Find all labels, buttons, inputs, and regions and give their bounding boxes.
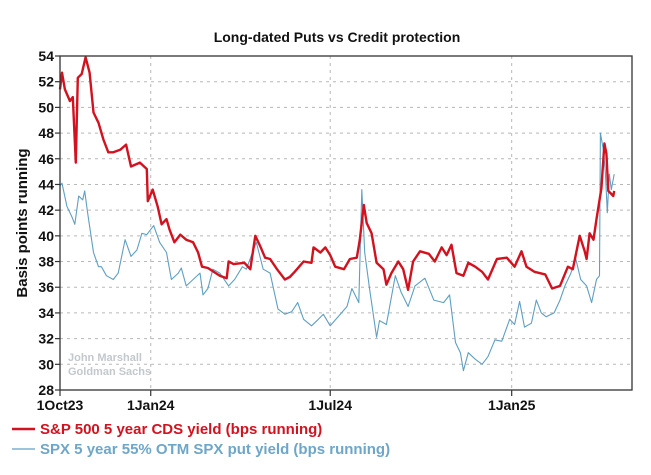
- y-tick-label: 38: [38, 254, 54, 270]
- gridlines: [60, 56, 632, 390]
- legend: S&P 500 5 year CDS yield (bps running) S…: [12, 421, 390, 458]
- y-tick-label: 48: [38, 125, 54, 141]
- y-tick-label: 44: [38, 176, 54, 192]
- watermark-line-1: John Marshall: [68, 352, 142, 364]
- y-tick-label: 40: [38, 228, 54, 244]
- y-tick-label: 36: [38, 279, 54, 295]
- y-tick-label: 32: [38, 331, 54, 347]
- x-axis: 1Oct23 1Jan24 1Jul24 1Jan25: [37, 390, 536, 413]
- x-tick-label: 1Jul24: [308, 397, 352, 413]
- y-tick-label: 46: [38, 151, 54, 167]
- y-tick-label: 52: [38, 74, 54, 90]
- watermark-line-2: Goldman Sachs: [68, 366, 151, 378]
- x-tick-label: 1Oct23: [37, 397, 84, 413]
- y-tick-label: 34: [38, 305, 54, 321]
- series-lines: [58, 56, 616, 372]
- series-line-put: [59, 132, 615, 372]
- chart-title: Long-dated Puts vs Credit protection: [214, 29, 461, 45]
- legend-label-put: SPX 5 year 55% OTM SPX put yield (bps ru…: [40, 441, 390, 458]
- series-line-cds: [58, 56, 616, 291]
- x-tick-label: 1Jan24: [127, 397, 175, 413]
- y-tick-label: 28: [38, 382, 54, 398]
- y-axis-label: Basis points running: [14, 148, 31, 297]
- plot-frame: [59, 55, 633, 391]
- y-axis: 28 30 32 34 36 38 40 42 44 46 48 50 52 54: [38, 48, 60, 398]
- y-tick-label: 50: [38, 99, 54, 115]
- y-tick-label: 42: [38, 202, 54, 218]
- y-tick-label: 30: [38, 356, 54, 372]
- y-tick-label: 54: [38, 48, 54, 64]
- legend-label-cds: S&P 500 5 year CDS yield (bps running): [40, 421, 322, 438]
- x-tick-label: 1Jan25: [488, 397, 536, 413]
